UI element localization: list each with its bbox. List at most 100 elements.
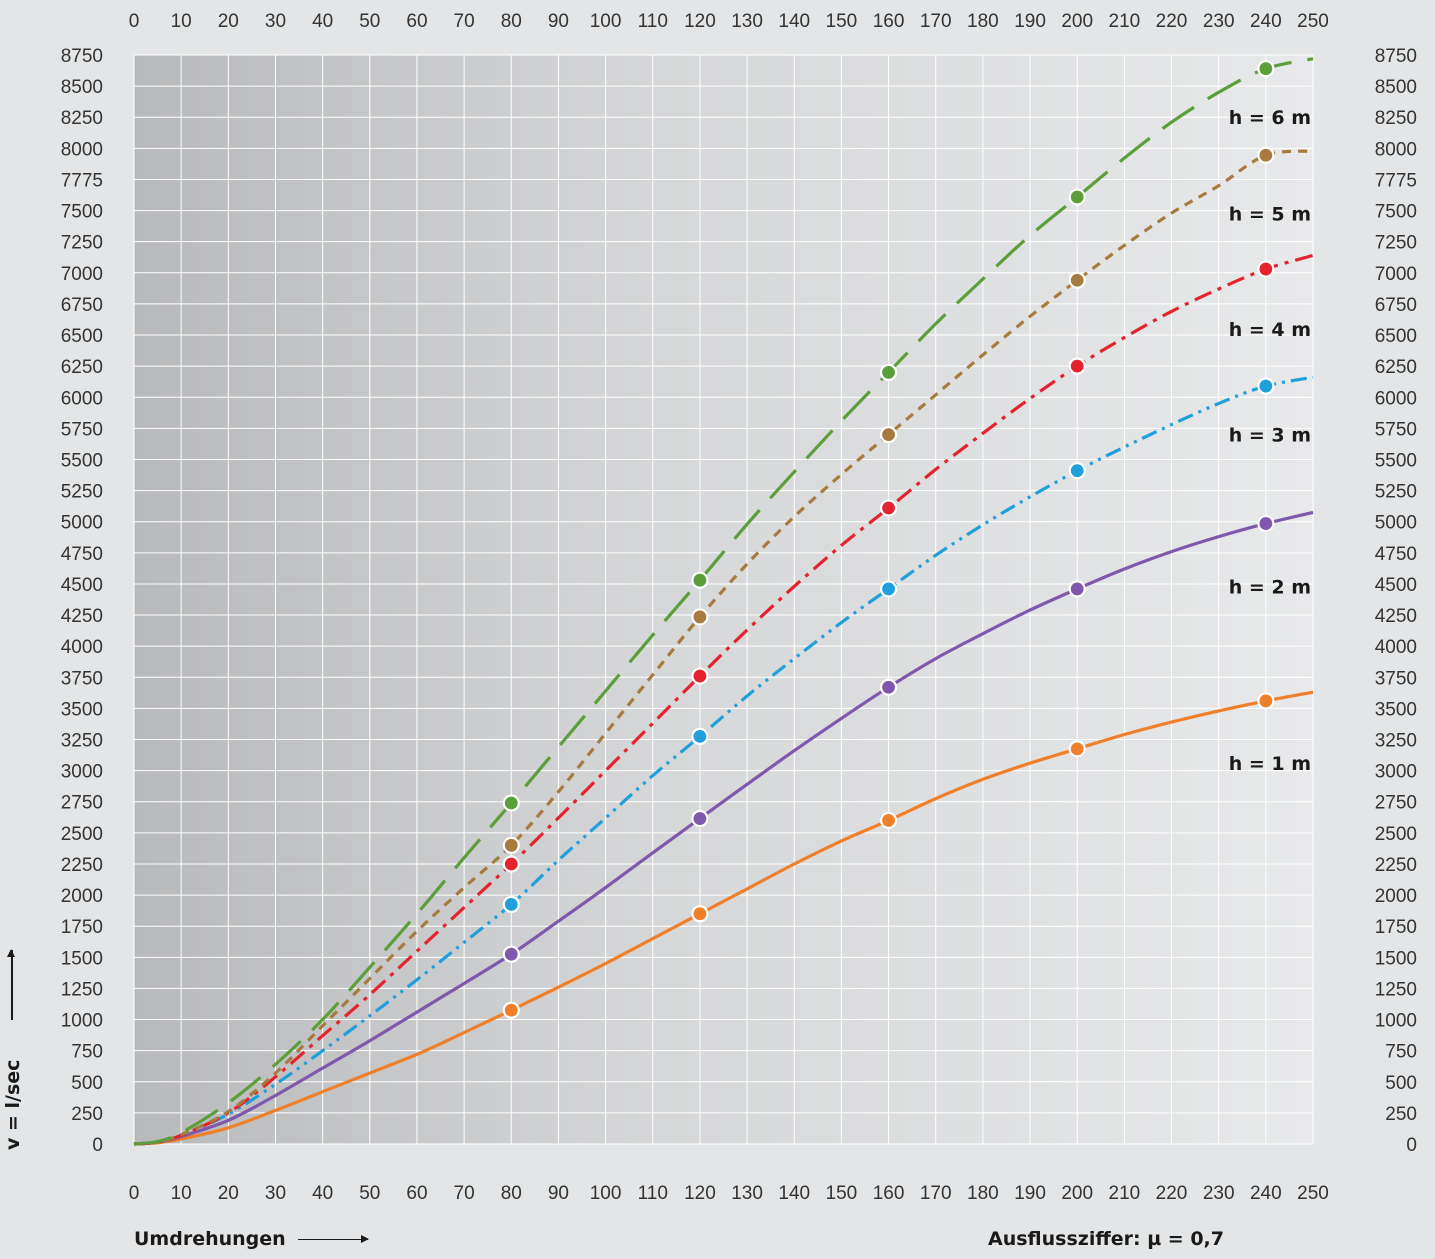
- x-tick-label-top: 0: [129, 11, 140, 32]
- curve-label: h = 2 m: [1229, 576, 1311, 598]
- curve-label: h = 6 m: [1229, 107, 1311, 129]
- data-point: [1257, 514, 1275, 533]
- x-tick-label-bottom: 80: [501, 1183, 522, 1204]
- y-tick-label-left: 2750: [61, 793, 103, 814]
- x-tick-label-bottom: 240: [1250, 1183, 1282, 1204]
- data-point: [502, 855, 520, 873]
- y-tick-label-right: 7775: [1375, 170, 1417, 191]
- data-point: [879, 580, 898, 598]
- x-tick-label-top: 80: [501, 11, 522, 32]
- x-tick-label-bottom: 150: [826, 1183, 858, 1204]
- data-point: [1068, 357, 1086, 375]
- data-point: [1257, 260, 1275, 278]
- x-tick-label-bottom: 30: [265, 1183, 286, 1204]
- y-tick-label-left: 5250: [61, 482, 103, 503]
- y-tick-label-left: 6500: [61, 326, 103, 347]
- y-tick-label-right: 7500: [1375, 202, 1417, 223]
- y-tick-label-right: 4250: [1375, 606, 1417, 627]
- y-tick-label-right: 500: [1385, 1073, 1417, 1094]
- series-line-4: [133, 253, 1314, 1146]
- x-axis-title: Umdrehungen: [134, 1228, 369, 1250]
- x-tick-label-bottom: 140: [778, 1183, 810, 1204]
- x-tick-label-top: 230: [1203, 11, 1235, 32]
- x-tick-label-top: 30: [265, 11, 286, 32]
- x-tick-label-top: 210: [1109, 11, 1141, 32]
- y-tick-label-left: 7775: [61, 170, 103, 191]
- data-point: [879, 425, 898, 444]
- curve-label: h = 5 m: [1229, 204, 1311, 226]
- data-point: [1068, 580, 1086, 598]
- x-tick-label-bottom: 100: [590, 1183, 622, 1204]
- data-point: [1257, 377, 1275, 395]
- y-axis-arrow-icon: [8, 949, 14, 1020]
- y-tick-label-right: 1000: [1375, 1011, 1417, 1032]
- curve-label: h = 1 m: [1229, 753, 1311, 775]
- y-tick-label-right: 6250: [1375, 357, 1417, 378]
- flow-coefficient-note: Ausflussziffer: µ = 0,7: [988, 1228, 1224, 1250]
- curve-label: h = 4 m: [1229, 319, 1311, 341]
- y-tick-label-left: 4000: [61, 637, 103, 658]
- data-point: [502, 1001, 520, 1019]
- y-tick-label-right: 3750: [1375, 668, 1417, 689]
- x-tick-label-bottom: 250: [1297, 1183, 1329, 1204]
- y-tick-label-left: 1000: [61, 1011, 103, 1032]
- x-tick-label-bottom: 120: [684, 1183, 716, 1204]
- curve-label: h = 3 m: [1229, 425, 1311, 447]
- series-line-6: [133, 57, 1314, 1146]
- data-point: [691, 809, 709, 828]
- plot-background: [134, 55, 1313, 1144]
- x-tick-label-top: 240: [1250, 11, 1282, 32]
- y-tick-label-right: 5500: [1375, 450, 1417, 471]
- y-tick-label-right: 7250: [1375, 233, 1417, 254]
- x-tick-label-bottom: 230: [1203, 1183, 1235, 1204]
- y-tick-label-left: 6000: [61, 388, 103, 409]
- y-tick-label-left: 4500: [61, 575, 103, 596]
- data-point: [691, 667, 709, 685]
- y-tick-label-left: 5000: [61, 513, 103, 534]
- y-tick-label-right: 3500: [1375, 699, 1417, 720]
- curve-labels: h = 6 m h = 5 m h = 4 m h = 3 m h = 2 m h = 1…: [1229, 107, 1311, 775]
- data-point: [1068, 740, 1086, 758]
- data-point: [879, 363, 898, 381]
- data-point: [1068, 462, 1086, 480]
- y-tick-label-right: 6000: [1375, 388, 1417, 409]
- data-point: [502, 945, 520, 963]
- data-point: [879, 811, 898, 830]
- y-tick-label-left: 8500: [61, 77, 103, 98]
- x-tick-label-top: 10: [171, 11, 192, 32]
- x-tick-label-bottom: 10: [171, 1183, 192, 1204]
- x-tick-label-bottom: 190: [1014, 1183, 1046, 1204]
- x-tick-label-top: 60: [406, 11, 427, 32]
- y-tick-label-right: 2750: [1375, 793, 1417, 814]
- data-point: [691, 727, 709, 746]
- y-tick-label-left: 1500: [61, 948, 103, 969]
- y-tick-label-right: 8250: [1375, 108, 1417, 129]
- y-tick-label-left: 5750: [61, 419, 103, 440]
- x-tick-label-top: 120: [684, 11, 716, 32]
- y-tick-label-right: 8750: [1375, 46, 1417, 67]
- data-point: [1257, 60, 1275, 78]
- x-tick-label-top: 200: [1061, 11, 1093, 32]
- y-tick-label-left: 8750: [61, 46, 103, 67]
- data-point: [1257, 692, 1275, 710]
- data-point: [879, 499, 898, 517]
- x-tick-label-top: 170: [920, 11, 952, 32]
- data-point: [1068, 188, 1086, 206]
- y-tick-label-right: 4750: [1375, 544, 1417, 565]
- x-tick-label-bottom: 40: [312, 1183, 333, 1204]
- y-tick-label-right: 5250: [1375, 482, 1417, 503]
- y-tick-label-right: 1250: [1375, 979, 1417, 1000]
- y-tick-label-left: 3500: [61, 699, 103, 720]
- y-tick-label-right: 6750: [1375, 295, 1417, 316]
- y-tick-label-right: 5750: [1375, 419, 1417, 440]
- y-tick-label-left: 3250: [61, 731, 103, 752]
- y-tick-label-left: 2250: [61, 855, 103, 876]
- x-tick-label-top: 220: [1156, 11, 1188, 32]
- x-tick-label-bottom: 50: [359, 1183, 380, 1204]
- y-tick-label-left: 1750: [61, 917, 103, 938]
- y-tick-label-right: 8500: [1375, 77, 1417, 98]
- y-tick-label-left: 0: [92, 1135, 103, 1156]
- y-axis-label: v = l/sec: [2, 1059, 24, 1150]
- data-point: [879, 678, 898, 696]
- x-tick-label-bottom: 20: [218, 1183, 239, 1204]
